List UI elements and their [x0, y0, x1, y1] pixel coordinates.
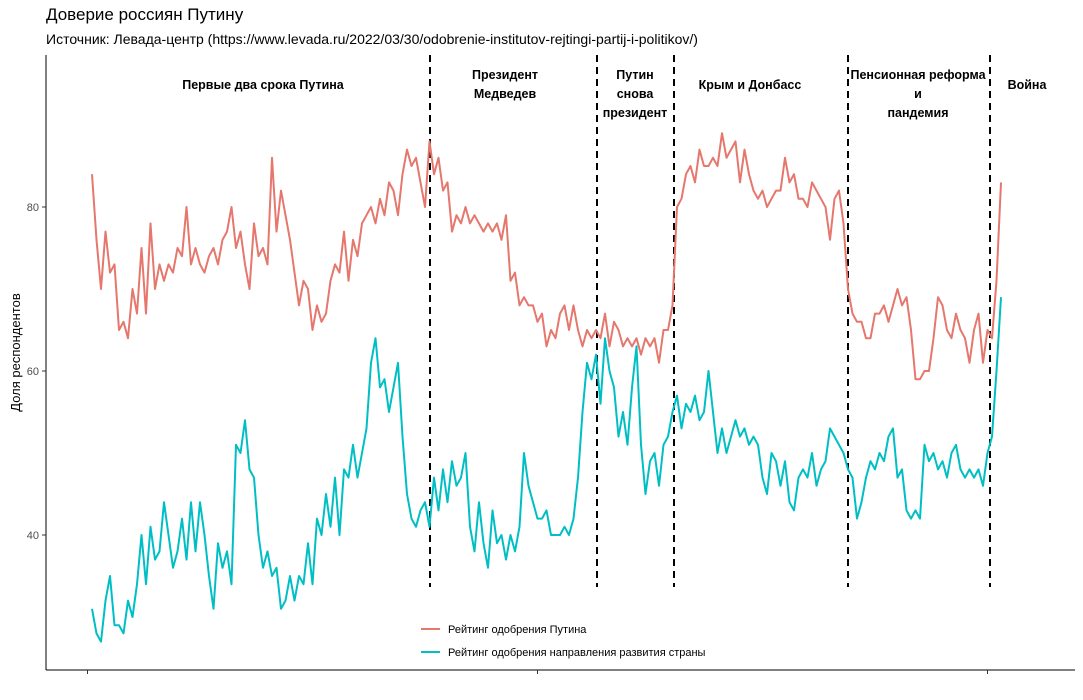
period-label: Война: [1008, 78, 1048, 92]
y-tick-label: 40: [27, 530, 39, 542]
period-label: Крым и Донбасс: [699, 78, 802, 92]
y-tick-label: 60: [27, 366, 39, 378]
legend-label: Рейтинг одобрения направления развития с…: [448, 647, 706, 659]
series-line-2: [91, 297, 1002, 643]
chart-title: Доверие россиян Путину: [46, 5, 244, 24]
series-line-1: [91, 132, 1002, 381]
period-label-line: Медведев: [474, 87, 537, 101]
period-label-line: снова: [617, 87, 655, 101]
period-label: Первые два срока Путина: [182, 78, 345, 92]
axes: 40 60 80 Доля респондентов: [8, 55, 1075, 674]
period-label-line: пандемия: [888, 106, 949, 120]
legend-label: Рейтинг одобрения Путина: [448, 624, 587, 636]
period-label-line: Путин: [616, 68, 653, 82]
series-lines: [91, 132, 1002, 643]
y-tick-label: 80: [27, 202, 39, 214]
period-label-line: Пенсионная реформа: [850, 68, 986, 82]
chart-subtitle: Источник: Левада-центр (https://www.leva…: [46, 31, 698, 47]
legend: Рейтинг одобрения Путина Рейтинг одобрени…: [421, 624, 706, 659]
period-label-line: Первые два срока Путина: [182, 78, 345, 92]
period-label-line: Президент: [472, 68, 538, 82]
period-label: Президент Медведев: [472, 68, 538, 101]
period-label-line: Крым и Донбасс: [699, 78, 802, 92]
period-label-line: и: [914, 87, 922, 101]
y-axis-title: Доля респондентов: [8, 293, 23, 412]
period-label: Путин снова президент: [603, 68, 668, 120]
period-label: Пенсионная реформа и пандемия: [850, 68, 986, 120]
period-label-line: президент: [603, 106, 668, 120]
period-label-line: Война: [1008, 78, 1048, 92]
